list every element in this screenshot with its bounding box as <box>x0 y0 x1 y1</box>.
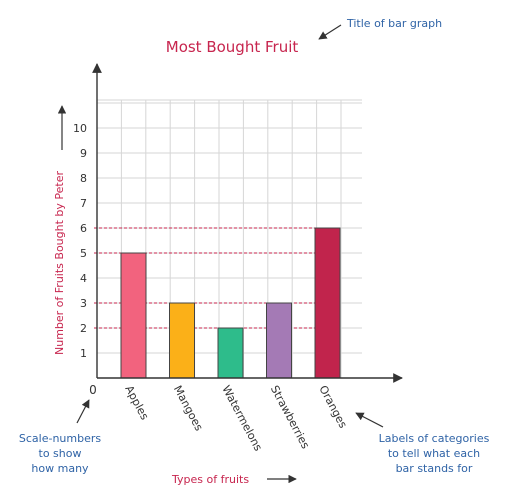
labels-annotation-arrow <box>355 412 384 428</box>
scale-annotation-line-2: to show <box>39 447 82 460</box>
x-tick-label-mangoes: Mangoes <box>171 383 206 433</box>
x-tick-label-watermelons: Watermelons <box>219 383 265 453</box>
x-axis-label: Types of fruits <box>171 473 249 486</box>
bar-apples <box>120 252 147 379</box>
labels-annotation-line-1: Labels of categories <box>379 432 490 445</box>
labels-annotation-line-2: to tell what each <box>388 447 480 460</box>
labels-annotation-line-3: bar stands for <box>396 462 473 475</box>
bar-watermelons <box>217 327 244 379</box>
y-tick-label: 2 <box>80 322 87 335</box>
x-tick-label-strawberries: Strawberries <box>268 383 312 451</box>
y-tick-label: 3 <box>80 297 87 310</box>
bar-oranges <box>314 227 341 379</box>
bar-strawberries <box>266 302 292 379</box>
y-tick-label: 10 <box>73 122 87 135</box>
origin-label: 0 <box>89 383 97 397</box>
title-annotation-arrow <box>318 24 342 40</box>
y-axis-label: Number of Fruits Bought by Peter <box>53 171 66 355</box>
y-tick-label: 5 <box>80 247 87 260</box>
y-tick-labels: 1 2 3 4 5 6 7 8 9 10 <box>73 122 87 360</box>
bar-mangoes <box>169 302 195 379</box>
y-tick-label: 8 <box>80 172 87 185</box>
y-tick-label: 1 <box>80 347 87 360</box>
x-tick-labels: Apples Mangoes Watermelons Strawberries Oran… <box>122 383 349 453</box>
x-tick-label-apples: Apples <box>122 383 151 422</box>
axes <box>92 63 403 383</box>
scale-annotation-arrow <box>76 399 90 424</box>
title-annotation: Title of bar graph <box>346 17 442 30</box>
chart-title: Most Bought Fruit <box>166 38 299 56</box>
scale-annotation-line-1: Scale-numbers <box>19 432 101 445</box>
y-tick-label: 7 <box>80 197 87 210</box>
y-tick-label: 9 <box>80 147 87 160</box>
x-tick-label-oranges: Oranges <box>316 383 349 430</box>
scale-annotation-line-3: how many <box>31 462 89 475</box>
y-tick-label: 4 <box>80 272 87 285</box>
bars <box>120 227 341 379</box>
y-tick-label: 6 <box>80 222 87 235</box>
